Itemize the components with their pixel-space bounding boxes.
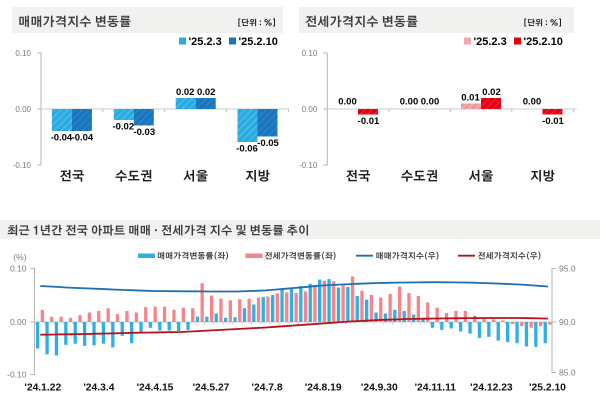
svg-text:0.00: 0.00	[338, 97, 357, 108]
svg-text:0.02: 0.02	[197, 87, 216, 98]
svg-text:'25.2.3: '25.2.3	[189, 36, 222, 48]
svg-text:-0.03: -0.03	[133, 127, 155, 138]
svg-text:-0.10: -0.10	[299, 161, 318, 170]
svg-text:-0.04: -0.04	[51, 133, 73, 144]
svg-text:'24.5.27: '24.5.27	[193, 383, 230, 394]
svg-text:-0.10: -0.10	[7, 370, 27, 380]
svg-text:'24.12.23: '24.12.23	[470, 383, 513, 394]
svg-text:0.02: 0.02	[176, 87, 195, 98]
svg-text:'25.2.10: '25.2.10	[239, 36, 278, 48]
svg-text:(%): (%)	[13, 252, 26, 262]
svg-text:'24.4.15: '24.4.15	[137, 383, 174, 394]
svg-text:0.00: 0.00	[10, 317, 27, 327]
svg-text:95.0: 95.0	[559, 264, 576, 274]
svg-text:85.0: 85.0	[559, 368, 576, 378]
svg-text:0.00: 0.00	[523, 97, 542, 108]
svg-text:-0.05: -0.05	[257, 138, 279, 149]
svg-text:'24.1.22: '24.1.22	[24, 383, 61, 394]
svg-text:0.01: 0.01	[461, 93, 480, 104]
svg-text:'24.3.4: '24.3.4	[83, 383, 114, 394]
svg-text:'25.2.10: '25.2.10	[529, 383, 566, 394]
svg-text:'24.7.8: '24.7.8	[252, 383, 283, 394]
svg-text:'25.2.10: '25.2.10	[524, 36, 563, 48]
svg-text:0.00: 0.00	[302, 105, 318, 114]
svg-text:-0.01: -0.01	[542, 116, 564, 127]
svg-text:'24.8.19: '24.8.19	[305, 383, 342, 394]
svg-text:-0.01: -0.01	[358, 116, 380, 127]
svg-text:0.10: 0.10	[15, 49, 31, 58]
svg-text:0.00: 0.00	[400, 97, 419, 108]
svg-text:-0.04: -0.04	[72, 133, 94, 144]
svg-text:'25.2.3: '25.2.3	[474, 36, 507, 48]
svg-text:0.00: 0.00	[421, 97, 440, 108]
svg-text:-0.10: -0.10	[13, 161, 32, 170]
svg-text:0.10: 0.10	[302, 49, 318, 58]
svg-text:'24.11.11: '24.11.11	[415, 383, 457, 394]
svg-text:'24.9.30: '24.9.30	[361, 383, 398, 394]
svg-text:90.0: 90.0	[559, 317, 576, 327]
svg-text:0.02: 0.02	[482, 87, 501, 98]
svg-text:0.10: 0.10	[10, 264, 27, 274]
svg-text:-0.06: -0.06	[236, 144, 258, 155]
svg-text:0.00: 0.00	[15, 105, 31, 114]
svg-text:-0.02: -0.02	[112, 122, 134, 133]
